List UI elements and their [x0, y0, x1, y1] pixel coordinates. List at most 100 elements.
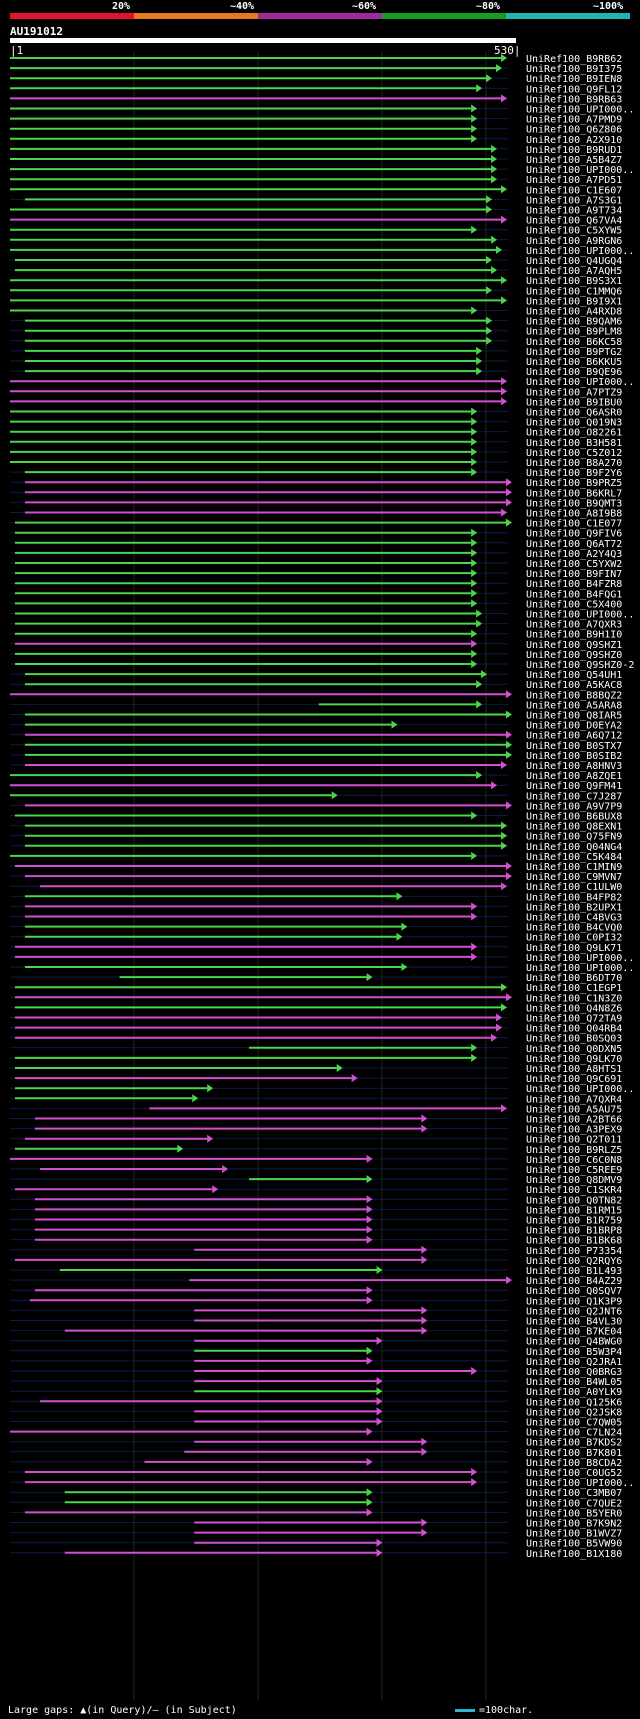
hit-arrowhead: [471, 902, 478, 911]
hit-arrowhead: [391, 720, 398, 729]
hit-arrowhead: [421, 1114, 428, 1123]
hit-label: UniRef100_C1ULW0: [526, 882, 622, 893]
hit-arrowhead: [491, 781, 498, 790]
hit-label: UniRef100_Q0BRG3: [526, 1367, 622, 1378]
query-start: |1: [10, 44, 24, 57]
hit-label: UniRef100_A2BT66: [526, 1115, 622, 1126]
hit-label: UniRef100_C5X400: [526, 599, 622, 610]
hit-label: UniRef100_UPI000..: [526, 1478, 634, 1489]
hit-label: UniRef100_B9IBU0: [526, 397, 622, 408]
hit-label: UniRef100_B6KKU5: [526, 357, 622, 368]
hit-label: UniRef100_C7LN24: [526, 1428, 622, 1439]
hit-arrowhead: [366, 1346, 373, 1355]
hit-label: UniRef100_B9RB63: [526, 94, 622, 105]
hit-arrowhead: [501, 761, 508, 769]
hit-label: UniRef100_C6C0N8: [526, 1155, 622, 1166]
hit-label: UniRef100_A7QXR4: [526, 1094, 622, 1105]
hit-label: UniRef100_A5AU75: [526, 1104, 622, 1115]
hit-arrowhead: [421, 1447, 428, 1456]
legend-label-20: 20%: [112, 1, 131, 12]
hit-label: UniRef100_B5VW90: [526, 1539, 622, 1550]
hit-label: UniRef100_Q54UH1: [526, 670, 622, 681]
hit-label: UniRef100_A9V7P9: [526, 801, 622, 812]
legend-bar-60: [258, 13, 382, 19]
hit-arrowhead: [501, 377, 508, 386]
hit-arrowhead: [471, 1468, 478, 1476]
hit-arrowhead: [376, 1407, 383, 1416]
hit-label: UniRef100_Q6AT72: [526, 539, 622, 550]
hit-arrowhead: [366, 1205, 373, 1214]
hit-arrowhead: [366, 1175, 373, 1184]
hit-label: UniRef100_B9RLZ5: [526, 1145, 622, 1156]
hit-label: UniRef100_B4FQG1: [526, 589, 622, 600]
identity-legend: 20% ~40% ~60% ~80% ~100%: [0, 0, 640, 24]
hit-arrowhead: [366, 1296, 373, 1305]
hit-label: UniRef100_A9RGN6: [526, 236, 622, 247]
hit-arrowhead: [331, 791, 338, 800]
hit-arrowhead: [476, 680, 483, 689]
hit-label: UniRef100_Q4BWG0: [526, 1337, 622, 1348]
hit-arrowhead: [471, 114, 478, 123]
hit-label: UniRef100_B9F2Y6: [526, 468, 622, 479]
hit-arrowhead: [471, 306, 478, 315]
hit-label: UniRef100_Q8DMV9: [526, 1175, 622, 1186]
hit-arrowhead: [471, 639, 478, 648]
hit-label: UniRef100_A8HNV3: [526, 761, 622, 772]
hit-label: UniRef100_B9QMT3: [526, 498, 622, 509]
hit-label: UniRef100_A5ARA8: [526, 700, 622, 711]
hit-label: UniRef100_Q2JRA1: [526, 1357, 622, 1368]
hit-arrowhead: [501, 387, 508, 396]
hit-arrowhead: [471, 134, 478, 143]
hit-arrowhead: [471, 599, 478, 608]
hit-label: UniRef100_C5YXW2: [526, 559, 622, 570]
hit-label: UniRef100_A7QXR3: [526, 620, 622, 631]
hit-arrowhead: [486, 205, 493, 214]
hit-label: UniRef100_C7QW05: [526, 1418, 622, 1429]
hit-label: UniRef100_B9IEN8: [526, 74, 622, 85]
hit-label: UniRef100_B9RUD1: [526, 145, 622, 156]
hit-label: UniRef100_A8I9B8: [526, 509, 622, 520]
hit-label: UniRef100_P73354: [526, 1246, 622, 1257]
legend-bar-80: [382, 13, 506, 19]
hit-arrowhead: [351, 1074, 358, 1083]
hit-arrowhead: [366, 1498, 373, 1507]
hit-arrowhead: [421, 1518, 428, 1527]
hit-label: UniRef100_C4BVG3: [526, 913, 622, 924]
hit-label: UniRef100_B8CDA2: [526, 1458, 622, 1469]
hit-arrowhead: [366, 1286, 373, 1295]
scale-key-bar: [455, 1708, 475, 1712]
hit-label: UniRef100_A7S3G1: [526, 195, 622, 206]
hit-label: UniRef100_Q9LK71: [526, 943, 622, 954]
hit-label: UniRef100_C5REE9: [526, 1165, 622, 1176]
hit-label: UniRef100_UPI000..: [526, 377, 634, 388]
hit-arrowhead: [376, 1548, 383, 1557]
hit-arrowhead: [471, 407, 478, 416]
hit-arrowhead: [491, 1033, 498, 1042]
hit-arrowhead: [506, 730, 512, 739]
hit-label: UniRef100_Q125K6: [526, 1397, 622, 1408]
hit-label: UniRef100_B4WL05: [526, 1377, 622, 1388]
hit-arrowhead: [491, 235, 498, 244]
hit-arrowhead: [396, 892, 403, 901]
hit-arrowhead: [471, 225, 478, 234]
hit-label: UniRef100_Q9LK70: [526, 1054, 622, 1065]
hit-arrowhead: [506, 710, 512, 719]
hit-arrowhead: [471, 447, 478, 456]
hit-arrowhead: [471, 589, 478, 598]
hit-arrowhead: [366, 1215, 373, 1224]
hit-arrowhead: [491, 266, 498, 275]
hit-label: UniRef100_Q9FM41: [526, 781, 622, 792]
hit-label: UniRef100_B4VL30: [526, 1317, 622, 1328]
hit-label: UniRef100_B6KC58: [526, 337, 622, 348]
hit-arrowhead: [471, 437, 478, 446]
hit-label: UniRef100_Q9SHZ1: [526, 640, 622, 651]
hit-arrowhead: [366, 1488, 373, 1497]
hit-label: UniRef100_Q72TA9: [526, 1014, 622, 1025]
hit-arrowhead: [366, 973, 373, 982]
hit-label: UniRef100_A9T734: [526, 206, 622, 217]
hit-arrowhead: [366, 1508, 373, 1517]
hit-arrowhead: [376, 1397, 383, 1406]
hit-label: UniRef100_Q2JSK8: [526, 1407, 622, 1418]
query-bar: [10, 38, 516, 43]
